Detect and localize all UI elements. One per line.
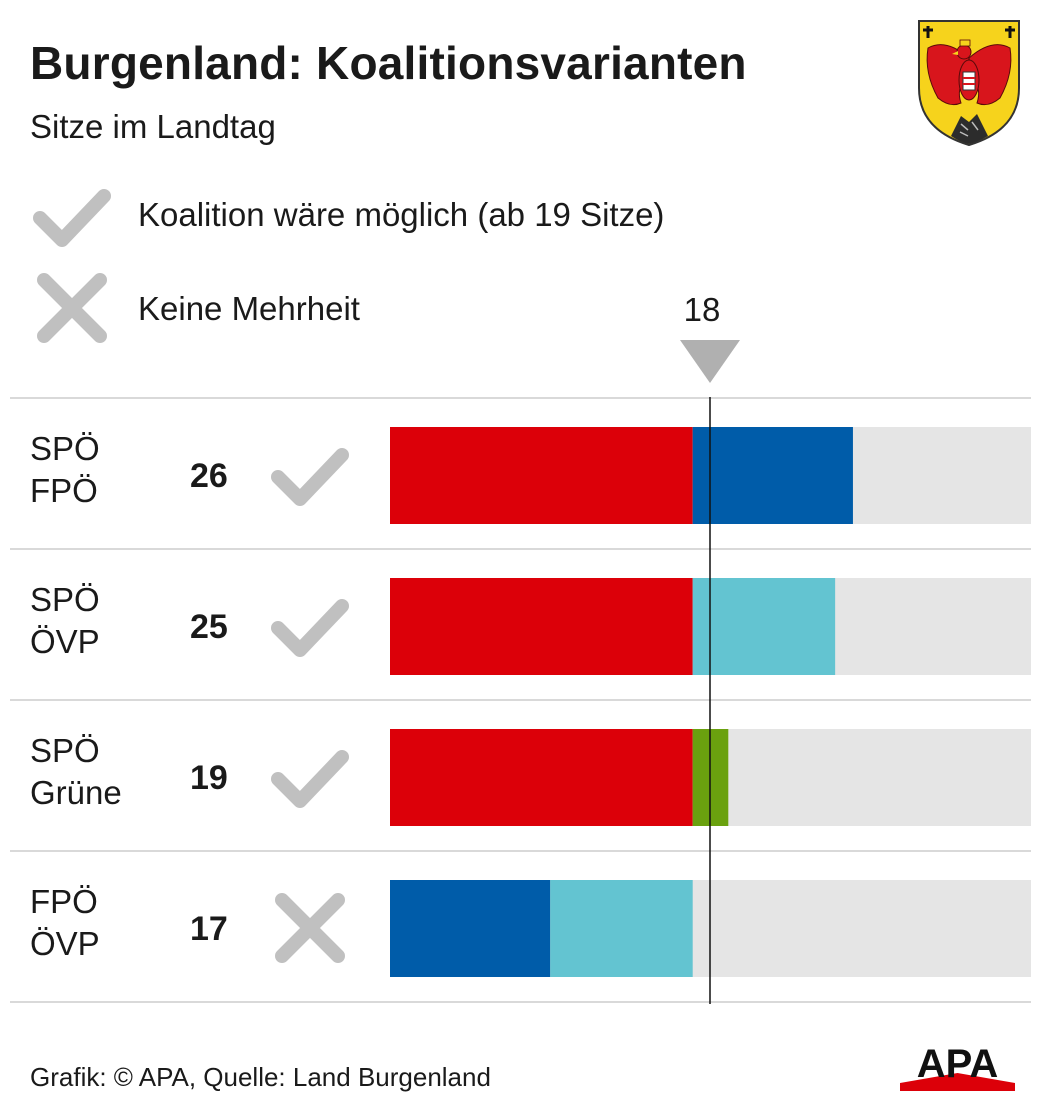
row-parties: FPÖ ÖVP (30, 881, 100, 965)
cross-icon (275, 893, 345, 963)
check-icon (271, 599, 349, 657)
bar-segment-övp (550, 880, 693, 977)
bar-segment-fpö (692, 427, 853, 524)
seat-total: 26 (190, 457, 228, 495)
row-parties: SPÖ FPÖ (30, 428, 100, 512)
row-parties: SPÖ Grüne (30, 730, 122, 814)
legend-possible-label: Koalition wäre möglich (ab 19 Sitze) (138, 196, 665, 233)
check-icon (271, 448, 349, 506)
party-name: ÖVP (30, 925, 100, 962)
row-parties: SPÖ ÖVP (30, 579, 100, 663)
party-name: SPÖ (30, 430, 100, 467)
party-name: SPÖ (30, 732, 100, 769)
cross-icon (37, 273, 107, 343)
bar-segment-spö (390, 729, 693, 826)
party-name: SPÖ (30, 581, 100, 618)
coat-of-arms-icon (918, 20, 1020, 147)
threshold-label: 18 (684, 291, 721, 328)
bar-segment-spö (390, 427, 693, 524)
legend-no-majority-label: Keine Mehrheit (138, 290, 360, 327)
check-icon (33, 189, 111, 247)
bar-segment-fpö (390, 880, 551, 977)
seat-total: 19 (190, 759, 228, 797)
party-name: Grüne (30, 774, 122, 811)
chart-title: Burgenland: Koalitionsvarianten (30, 37, 747, 89)
coalition-bar-chart: 18 (10, 291, 1031, 1004)
party-name: ÖVP (30, 623, 100, 660)
party-name: FPÖ (30, 472, 98, 509)
check-icon (271, 750, 349, 808)
svg-text:APA: APA (917, 1043, 998, 1086)
seat-total: 17 (190, 910, 228, 948)
seat-total: 25 (190, 608, 228, 646)
source-note: Grafik: © APA, Quelle: Land Burgenland (30, 1062, 491, 1092)
chart-subtitle: Sitze im Landtag (30, 108, 276, 145)
threshold-triangle (680, 340, 740, 383)
bar-segment-spö (390, 578, 693, 675)
party-name: FPÖ (30, 883, 98, 920)
apa-logo: APA (900, 1043, 1015, 1091)
bar-segment-övp (692, 578, 836, 675)
